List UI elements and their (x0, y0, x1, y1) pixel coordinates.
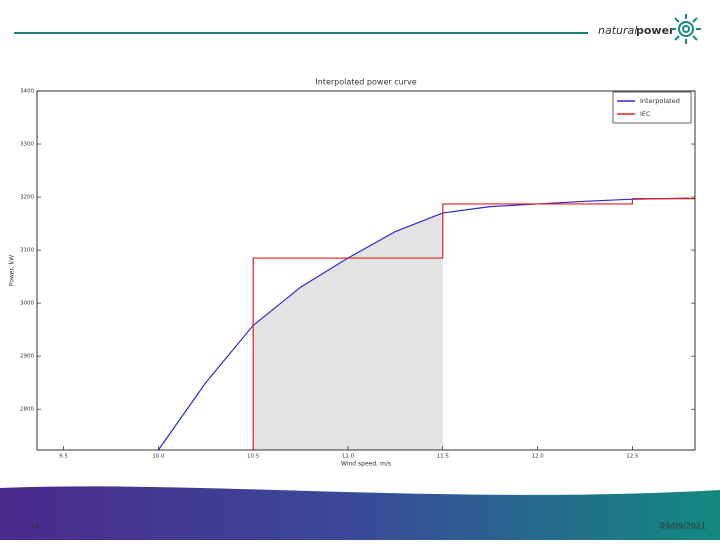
x-tick-label: 12.0 (531, 454, 544, 460)
chart-title: Interpolated power curve (315, 78, 416, 87)
x-tick-label: 10.0 (152, 454, 165, 460)
logo-text: power (636, 24, 675, 37)
logo-icon (671, 14, 701, 44)
y-tick-label: 2900 (20, 354, 34, 360)
date: 09/09/2021 (660, 522, 706, 531)
x-tick-label: 11.5 (437, 454, 450, 460)
y-tick-label: 3100 (20, 248, 34, 254)
series-line (157, 197, 690, 451)
x-tick-label: 12.5 (626, 454, 639, 460)
x-tick-label: 10.5 (247, 454, 260, 460)
series-line (252, 198, 695, 450)
legend-box (612, 91, 692, 124)
y-tick-label: 3000 (20, 301, 34, 307)
logo-text: natural (598, 24, 637, 37)
x-tick-label: 9.5 (59, 454, 68, 460)
plot-frame (36, 90, 696, 451)
chart: Interpolated power curve Wind speed, m/s P… (9, 78, 696, 468)
shaded-area (253, 212, 443, 450)
y-tick-label: 2800 (20, 407, 34, 413)
x-tick-label: 11.0 (342, 454, 355, 460)
x-axis-label: Wind speed, m/s (341, 461, 391, 468)
legend-label: Interpolated (640, 97, 680, 105)
y-tick-label: 3300 (20, 142, 34, 148)
footer-band (0, 486, 720, 540)
y-tick-label: 3200 (20, 195, 34, 201)
y-axis-label: Power, kW (9, 255, 16, 286)
y-tick-label: 3400 (20, 89, 34, 95)
legend-label: IEC (640, 110, 651, 118)
page-number: 16 (30, 522, 40, 531)
